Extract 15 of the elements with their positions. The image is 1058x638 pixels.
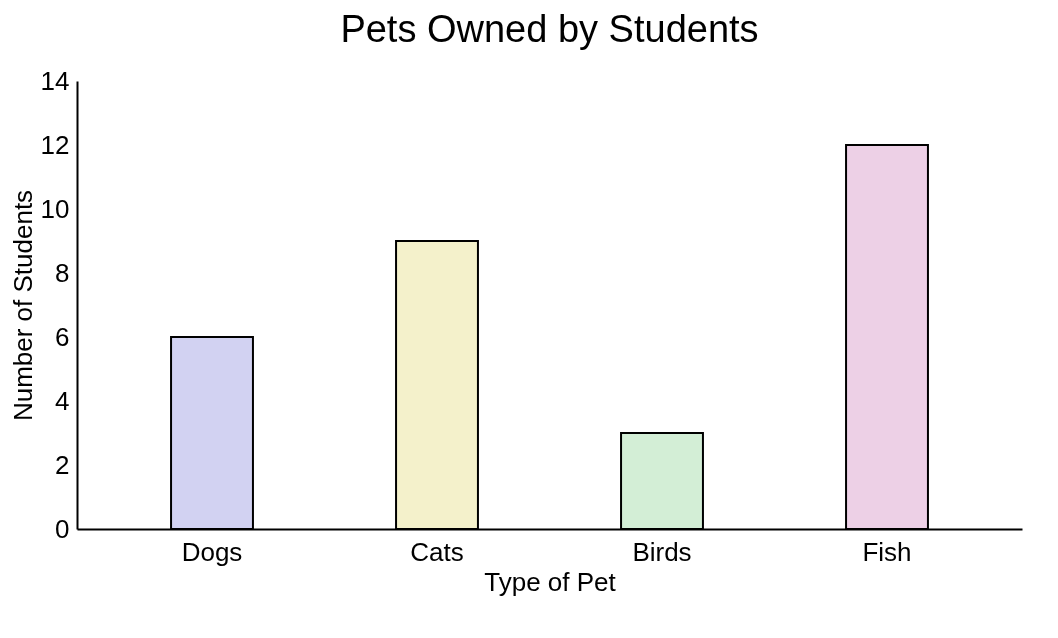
y-tick-label: 10 — [40, 193, 70, 224]
y-tick-label: 8 — [55, 257, 70, 288]
y-tick-label: 14 — [40, 65, 70, 96]
x-tick-label: Fish — [862, 536, 912, 567]
x-tick-label: Cats — [410, 536, 464, 567]
y-axis-title: Number of Students — [7, 189, 38, 422]
y-tick-label: 6 — [55, 321, 70, 352]
y-tick-label: 0 — [55, 513, 70, 544]
x-axis-title: Type of Pet — [484, 566, 617, 597]
y-tick-label: 2 — [55, 449, 70, 480]
y-tick-label: 4 — [55, 385, 70, 416]
x-tick-label: Birds — [632, 536, 692, 567]
chart-title: Pets Owned by Students — [340, 8, 759, 50]
x-tick-label: Dogs — [181, 536, 243, 567]
y-tick-label: 12 — [40, 129, 70, 160]
